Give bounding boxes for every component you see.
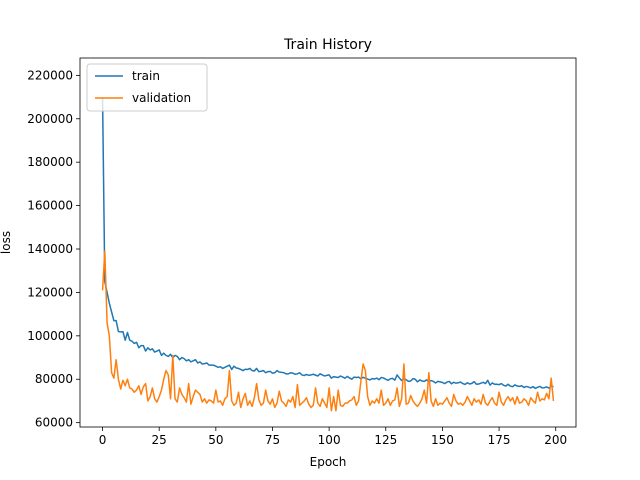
x-axis-label: Epoch: [310, 455, 347, 469]
y-tick-label: 120000: [27, 285, 73, 299]
x-tick-label: 150: [431, 433, 454, 447]
series-line-train: [101, 97, 554, 390]
x-axis: 0 25 50 75 100 125 150 175 200: [99, 427, 567, 447]
x-tick-label: 0: [99, 433, 107, 447]
chart-title: Train History: [283, 37, 372, 53]
y-tick-label: 180000: [27, 155, 73, 169]
y-tick-label: 100000: [27, 329, 73, 343]
series-line-validation: [101, 250, 555, 412]
plot-frame: [79, 57, 577, 428]
x-tick-label: 75: [265, 433, 280, 447]
y-axis: 60000 80000 100000 120000 140000 160000 180000…: [27, 68, 80, 430]
legend: train validation: [86, 63, 208, 112]
x-tick-label: 25: [152, 433, 167, 447]
y-tick-label: 60000: [35, 416, 73, 430]
y-tick-label: 160000: [27, 199, 73, 213]
x-tick-label: 175: [488, 433, 511, 447]
x-tick-label: 100: [318, 433, 341, 447]
x-tick-label: 50: [208, 433, 223, 447]
plot-area: [79, 57, 577, 428]
y-tick-label: 220000: [27, 68, 73, 82]
y-axis-label: loss: [0, 231, 13, 254]
y-tick-label: 140000: [27, 242, 73, 256]
legend-label-train: train: [132, 69, 160, 83]
x-tick-label: 125: [374, 433, 397, 447]
legend-label-validation: validation: [132, 91, 191, 105]
y-tick-label: 80000: [35, 372, 73, 386]
x-tick-label: 200: [544, 433, 567, 447]
y-tick-label: 200000: [27, 112, 73, 126]
